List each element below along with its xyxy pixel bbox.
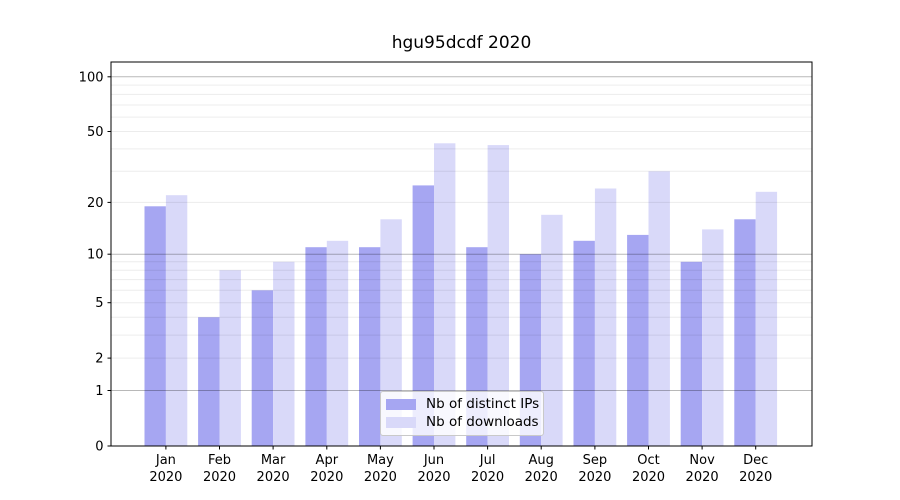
- x-axis-tick-label-year: 2020: [310, 470, 343, 485]
- bar-jan-downloads: [165, 195, 188, 446]
- bar-mar-distinct-ips: [251, 290, 274, 446]
- chart-legend: Nb of distinct IPs Nb of downloads: [380, 391, 544, 436]
- x-axis-tick-label-month: Jan: [155, 453, 176, 468]
- x-axis: Jan 2020 Feb 2020 Mar 2020 Apr 2020 May 2020 Jun 20…: [149, 446, 772, 485]
- y-axis-tick-label: 5: [95, 296, 103, 311]
- x-axis-tick-label-year: 2020: [739, 470, 772, 485]
- x-axis-tick-label-month: Oct: [637, 453, 659, 468]
- x-axis-tick-label-year: 2020: [578, 470, 611, 485]
- x-axis-tick-label-year: 2020: [203, 470, 236, 485]
- x-axis-tick-label-year: 2020: [686, 470, 719, 485]
- legend-label-downloads: Nb of downloads: [426, 413, 539, 430]
- x-axis-tick-label-year: 2020: [257, 470, 290, 485]
- bar-sep-downloads: [594, 188, 617, 446]
- bar-jun-downloads: [434, 143, 456, 447]
- y-axis-tick-label: 2: [95, 352, 103, 367]
- legend-item-downloads: Nb of downloads: [386, 414, 539, 431]
- bar-sep-distinct-ips: [573, 240, 595, 446]
- bar-aug-downloads: [541, 214, 563, 446]
- bar-jan-distinct-ips: [144, 206, 166, 446]
- bar-jun-distinct-ips: [412, 185, 434, 446]
- bar-apr-downloads: [326, 240, 349, 446]
- x-axis-tick-label-month: Sep: [583, 453, 608, 468]
- bar-dec-distinct-ips: [734, 219, 756, 446]
- x-axis-tick-label-month: Dec: [743, 453, 768, 468]
- x-axis-tick-label-month: Jul: [479, 453, 496, 468]
- y-axis-tick-label: 50: [87, 125, 104, 140]
- x-axis-tick-label-month: Mar: [261, 453, 286, 468]
- bar-feb-distinct-ips: [198, 317, 220, 446]
- legend-swatch-distinct-ips: [386, 399, 416, 411]
- y-axis-tick-label: 0: [95, 440, 103, 455]
- bar-may-downloads: [380, 219, 402, 446]
- bar-jul-downloads: [487, 145, 509, 446]
- x-axis-tick-label-year: 2020: [417, 470, 450, 485]
- bar-nov-distinct-ips: [680, 261, 703, 446]
- bar-dec-downloads: [755, 191, 778, 446]
- x-axis-tick-label-year: 2020: [471, 470, 504, 485]
- x-axis-tick-label-year: 2020: [364, 470, 397, 485]
- bar-feb-downloads: [219, 270, 241, 446]
- x-axis-tick-label-month: Feb: [208, 453, 231, 468]
- legend-label-distinct-ips: Nb of distinct IPs: [426, 396, 540, 413]
- bar-mar-downloads: [273, 261, 295, 446]
- x-axis-tick-label-month: Aug: [529, 453, 554, 468]
- y-axis-tick-label: 1: [95, 384, 103, 399]
- x-axis-tick-label-year: 2020: [632, 470, 665, 485]
- bar-apr-distinct-ips: [305, 247, 327, 446]
- legend-item-distinct-ips: Nb of distinct IPs: [386, 396, 539, 413]
- y-axis-tick-label: 10: [87, 248, 104, 263]
- x-axis-tick-label-month: May: [367, 453, 394, 468]
- chart-title: hgu95dcdf 2020: [391, 33, 532, 53]
- gridlines-layer: [111, 76, 812, 391]
- x-axis-tick-label-year: 2020: [149, 470, 182, 485]
- bar-nov-downloads: [702, 229, 724, 446]
- bar-may-distinct-ips: [359, 247, 381, 446]
- x-axis-tick-label-year: 2020: [525, 470, 558, 485]
- y-axis-tick-label: 20: [87, 196, 104, 211]
- x-axis-tick-label-month: Jun: [423, 453, 444, 468]
- x-axis-tick-label-month: Nov: [689, 453, 715, 468]
- bars-layer: [144, 143, 778, 447]
- bar-oct-downloads: [648, 171, 670, 447]
- legend-swatch-downloads: [386, 416, 416, 428]
- bar-oct-distinct-ips: [627, 234, 649, 446]
- y-axis-tick-label: 100: [79, 70, 104, 85]
- x-axis-tick-label-month: Apr: [316, 453, 339, 468]
